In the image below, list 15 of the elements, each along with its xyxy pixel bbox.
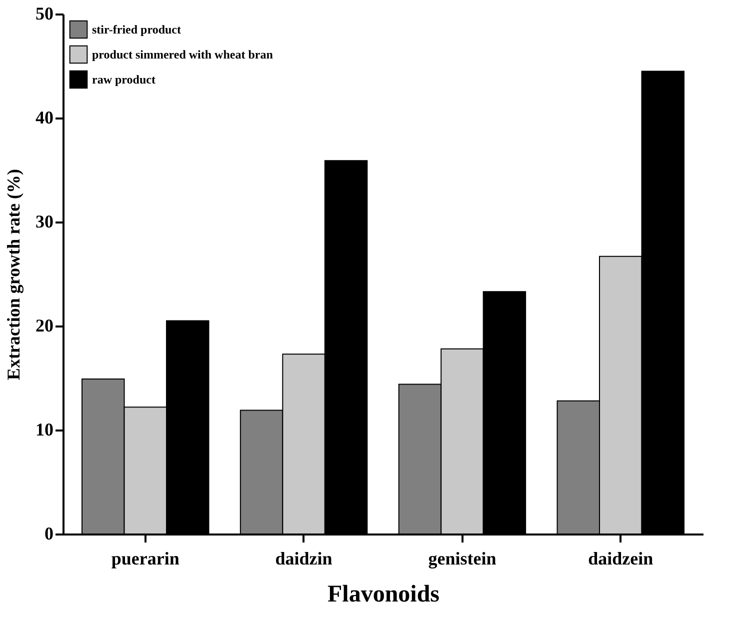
y-tick-label: 40: [36, 108, 54, 128]
y-tick-label: 0: [44, 524, 54, 544]
y-axis-title: Extraction growth rate (%): [4, 168, 24, 380]
y-tick-label: 30: [36, 212, 54, 232]
y-tick-label: 10: [36, 420, 54, 440]
legend-label: product simmered with wheat bran: [92, 48, 274, 62]
x-tick-label: daidzein: [588, 548, 654, 568]
x-tick-label: daidzin: [275, 548, 332, 568]
x-axis-title: Flavonoids: [327, 582, 440, 608]
y-tick-label: 50: [36, 4, 54, 24]
x-tick-label: puerarin: [111, 548, 180, 568]
y-tick-label: 20: [36, 316, 54, 336]
x-tick-label: genistein: [428, 548, 496, 568]
legend-label: stir-fried product: [92, 22, 181, 36]
legend-label: raw product: [92, 72, 156, 86]
